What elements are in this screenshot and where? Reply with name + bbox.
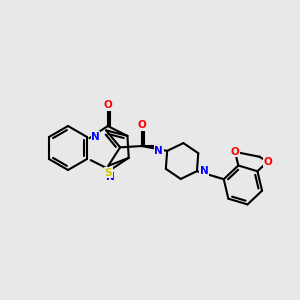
Text: O: O — [138, 120, 146, 130]
Text: O: O — [103, 100, 112, 110]
Text: O: O — [263, 157, 272, 166]
Text: N: N — [91, 132, 100, 142]
Text: S: S — [104, 168, 112, 178]
Text: N: N — [154, 146, 163, 156]
Text: O: O — [231, 147, 239, 157]
Text: N: N — [200, 166, 209, 176]
Text: N: N — [106, 172, 115, 182]
